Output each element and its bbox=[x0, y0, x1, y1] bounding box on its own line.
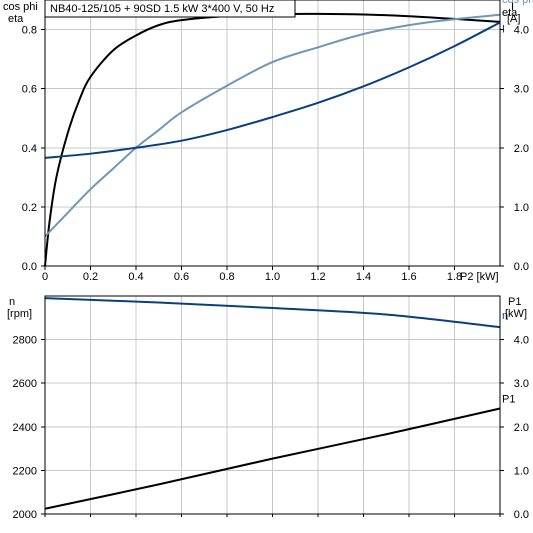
bottom-right-tick-label: 3.0 bbox=[514, 378, 529, 390]
top-right-tick-label: 0.0 bbox=[514, 261, 529, 273]
bottom-left-tick-label: 2800 bbox=[13, 335, 37, 347]
bottom-left-axis-label-1: n bbox=[9, 296, 15, 308]
top-x-tick-label: 0 bbox=[42, 271, 48, 283]
series-p1-line bbox=[44, 407, 501, 510]
top-chart-grid bbox=[45, 0, 500, 266]
top-x-axis-label: P2 [kW] bbox=[460, 271, 499, 283]
top-x-tick-label: 1.4 bbox=[356, 271, 371, 283]
top-left-tick-label: 0.6 bbox=[22, 84, 37, 96]
top-left-tick-label: 0.2 bbox=[22, 202, 37, 214]
top-right-tick-label: 1.0 bbox=[514, 202, 529, 214]
bottom-chart-grid bbox=[45, 296, 500, 514]
series-n-line bbox=[44, 297, 501, 329]
top-x-tick-label: 0.4 bbox=[128, 271, 143, 283]
top-right-axis-label-1: I bbox=[511, 1, 514, 13]
bottom-chart-series: n P1 bbox=[44, 297, 515, 510]
top-x-tick-label: 0.2 bbox=[83, 271, 98, 283]
bottom-right-tick-label: 0.0 bbox=[514, 509, 529, 521]
series-cos-phi-line bbox=[44, 13, 501, 238]
top-left-axis-label-1: cos phi bbox=[3, 1, 38, 13]
top-x-tick-label: 1.6 bbox=[401, 271, 416, 283]
series-eta-line bbox=[44, 12, 501, 267]
bottom-right-tick-label: 1.0 bbox=[514, 465, 529, 477]
chart-title: NB40-125/105 + 90SD 1.5 kW 3*400 V, 50 H… bbox=[50, 3, 274, 15]
top-x-tick-label: 1.8 bbox=[447, 271, 462, 283]
series-n-label: n bbox=[502, 310, 508, 322]
top-x-tick-label: 1.0 bbox=[265, 271, 280, 283]
bottom-left-tick-label: 2600 bbox=[13, 378, 37, 390]
bottom-left-tick-label: 2000 bbox=[13, 509, 37, 521]
bottom-right-axis-label-2: [kW] bbox=[505, 308, 527, 320]
bottom-right-axis-label-1: P1 bbox=[508, 296, 521, 308]
bottom-right-tick-label: 2.0 bbox=[514, 422, 529, 434]
bottom-left-tick-label: 2200 bbox=[13, 465, 37, 477]
bottom-chart-ticks: 2000 2200 2400 2600 2800 0.0 1.0 2.0 3.0 4.0 bbox=[13, 335, 529, 521]
top-left-tick-label: 0.4 bbox=[22, 143, 37, 155]
bottom-left-axis-label-2: [rpm] bbox=[7, 308, 32, 320]
top-left-axis-label-2: eta bbox=[8, 13, 24, 25]
title-box bbox=[44, 0, 296, 18]
top-left-tick-label: 0.8 bbox=[22, 25, 37, 37]
top-x-tick-label: 1.2 bbox=[310, 271, 325, 283]
top-right-axis-label-2: [A] bbox=[507, 13, 520, 25]
bottom-chart-frame bbox=[44, 295, 501, 515]
top-left-tick-label: 0.0 bbox=[22, 261, 37, 273]
top-right-tick-label: 3.0 bbox=[514, 84, 529, 96]
top-x-tick-label: 0.8 bbox=[219, 271, 234, 283]
series-cos-phi-label: cos phi bbox=[502, 0, 533, 6]
bottom-right-tick-label: 4.0 bbox=[514, 335, 529, 347]
bottom-left-tick-label: 2400 bbox=[13, 422, 37, 434]
top-x-tick-label: 0.6 bbox=[174, 271, 189, 283]
top-chart-series: etacos phiI bbox=[44, 0, 533, 267]
top-right-tick-label: 2.0 bbox=[514, 143, 529, 155]
series-i-line bbox=[44, 21, 501, 159]
top-right-tick-label: 4.0 bbox=[514, 25, 529, 37]
series-eta-label: eta bbox=[502, 7, 518, 19]
top-chart-frame bbox=[44, 0, 501, 267]
series-p1-label: P1 bbox=[502, 393, 515, 405]
top-chart-ticks: 0.0 0.2 0.4 0.6 0.8 0.0 1.0 2.0 3.0 4.0 0 0.2 0.4 0.6… bbox=[22, 25, 529, 283]
